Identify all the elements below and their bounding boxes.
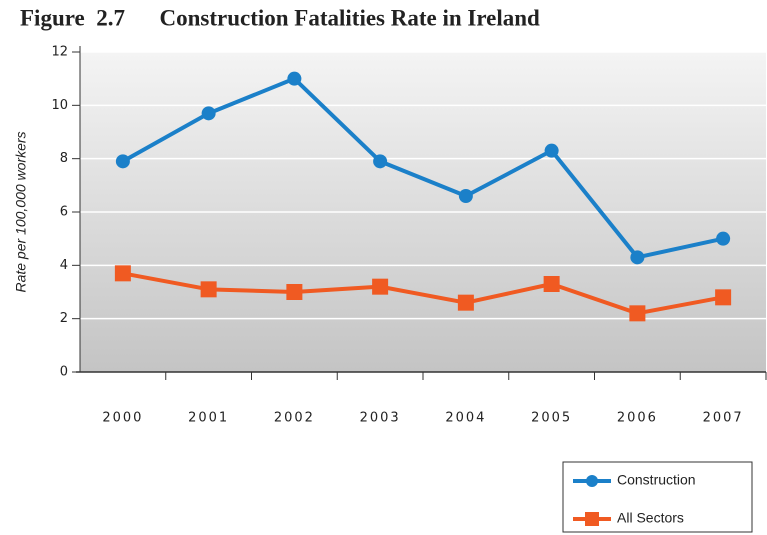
y-tick-label: 0 — [60, 365, 68, 380]
point — [200, 281, 217, 298]
series-line — [121, 76, 724, 260]
y-tick-label: 2 — [60, 311, 68, 326]
point — [716, 231, 731, 246]
chart-title: Figure 2.7 Construction Fatalities Rate … — [20, 5, 540, 30]
point — [372, 278, 389, 295]
point — [458, 189, 473, 203]
y-axis-label: Rate per 100,000 workers — [13, 131, 29, 292]
x-tick-label: 2002 — [274, 411, 315, 426]
y-tick-label: 6 — [60, 205, 68, 220]
point — [457, 294, 474, 311]
point — [286, 284, 303, 300]
legend-marker — [585, 512, 599, 526]
x-tick-label: 2007 — [703, 411, 744, 426]
x-tick-label: 2006 — [617, 411, 658, 426]
legend-label: All Sectors — [617, 510, 684, 526]
point — [630, 250, 645, 265]
y-tick-label: 10 — [51, 98, 68, 113]
point — [201, 106, 216, 121]
point — [629, 305, 646, 322]
point — [115, 154, 130, 169]
point — [114, 265, 131, 282]
x-tick-label: 2004 — [445, 411, 486, 426]
point — [287, 71, 302, 86]
point — [373, 154, 388, 169]
series-line — [122, 271, 724, 316]
legend-marker — [586, 475, 598, 487]
x-tick-label: 2003 — [360, 411, 401, 426]
point — [543, 276, 560, 292]
point — [715, 289, 732, 306]
y-tick-label: 8 — [60, 151, 68, 166]
x-tick-label: 2005 — [531, 411, 572, 426]
legend-label: Construction — [617, 472, 696, 488]
x-tick-label: 2000 — [102, 411, 143, 426]
y-tick-label: 12 — [51, 45, 68, 60]
y-tick-label: 4 — [60, 258, 68, 273]
point — [544, 143, 559, 158]
x-tick-label: 2001 — [188, 411, 229, 426]
